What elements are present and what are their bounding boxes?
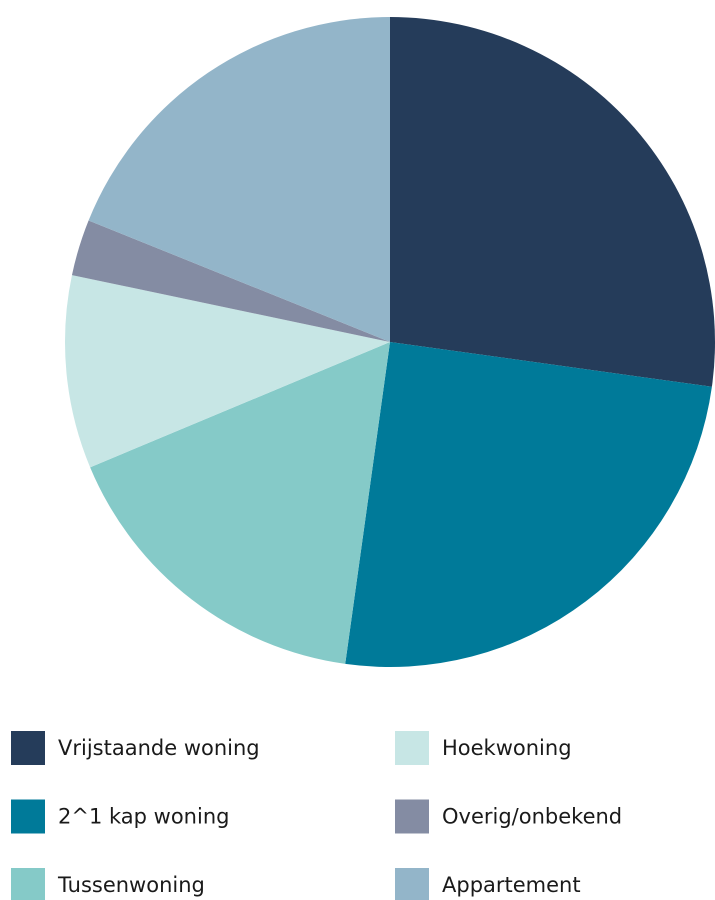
pie-slice: [90, 342, 391, 664]
legend-swatch: [11, 731, 45, 765]
pie-slice: [345, 342, 712, 668]
legend-swatch: [395, 731, 429, 765]
legend-swatch: [11, 799, 45, 834]
legend-swatch: [11, 868, 45, 900]
legend-label: Appartement: [442, 873, 581, 897]
pie-slice: [71, 220, 390, 342]
legend-label: Tussenwoning: [57, 873, 205, 897]
legend-label: Hoekwoning: [442, 736, 572, 760]
legend-swatch: [395, 868, 429, 900]
legend-label: 2^1 kap woning: [58, 805, 229, 829]
legend-label: Overig/onbekend: [442, 805, 622, 829]
pie-slice: [390, 17, 715, 387]
legend-swatch: [395, 799, 429, 834]
pie-slice: [88, 17, 390, 342]
pie-slice: [64, 275, 390, 468]
legend-label: Vrijstaande woning: [58, 736, 260, 760]
